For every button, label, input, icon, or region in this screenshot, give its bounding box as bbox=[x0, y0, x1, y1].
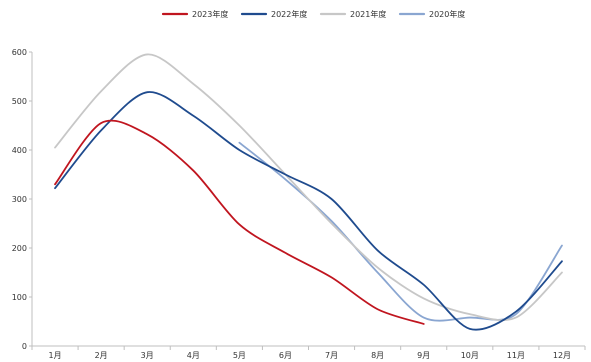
x-tick-label: 10月 bbox=[461, 351, 479, 360]
x-tick-label: 3月 bbox=[141, 351, 154, 360]
legend: 2023年度 2022年度 2021年度 2020年度 bbox=[161, 9, 465, 19]
x-tick-label: 5月 bbox=[233, 351, 246, 360]
series-line bbox=[54, 53, 563, 321]
x-tick-label: 12月 bbox=[553, 351, 571, 360]
y-tick-label: 0 bbox=[22, 342, 27, 351]
y-tick-label: 400 bbox=[12, 146, 27, 155]
x-tick-label: 6月 bbox=[279, 351, 292, 360]
y-tick-label: 100 bbox=[12, 293, 27, 302]
legend-item[interactable]: 2021年度 bbox=[319, 9, 386, 19]
x-tick-label: 7月 bbox=[325, 351, 338, 360]
plot-area bbox=[54, 53, 563, 331]
y-tick-label: 500 bbox=[12, 97, 27, 106]
series-line bbox=[54, 119, 425, 325]
x-tick-label: 1月 bbox=[48, 351, 61, 360]
y-tick-label: 600 bbox=[12, 48, 27, 57]
legend-item[interactable]: 2022年度 bbox=[240, 9, 307, 19]
legend-label: 2021年度 bbox=[350, 9, 386, 19]
x-tick-label: 9月 bbox=[417, 351, 430, 360]
legend-label: 2023年度 bbox=[192, 9, 228, 19]
x-axis: 1月 2月 3月 4月 5月 6月 7月 8月 9月 10月 11月 12月 bbox=[31, 345, 586, 360]
y-tick-label: 300 bbox=[12, 195, 27, 204]
legend-label: 2022年度 bbox=[271, 9, 307, 19]
legend-item[interactable]: 2023年度 bbox=[161, 9, 228, 19]
series-line bbox=[54, 91, 563, 331]
y-tick-label: 200 bbox=[12, 244, 27, 253]
x-tick-label: 2月 bbox=[95, 351, 108, 360]
x-tick-label: 4月 bbox=[187, 351, 200, 360]
legend-label: 2020年度 bbox=[429, 9, 465, 19]
legend-item[interactable]: 2020年度 bbox=[398, 9, 465, 19]
x-tick-label: 11月 bbox=[507, 351, 525, 360]
series-line bbox=[238, 141, 563, 322]
x-tick-label: 8月 bbox=[371, 351, 384, 360]
y-axis: 0 100 200 300 400 500 600 bbox=[12, 48, 33, 351]
